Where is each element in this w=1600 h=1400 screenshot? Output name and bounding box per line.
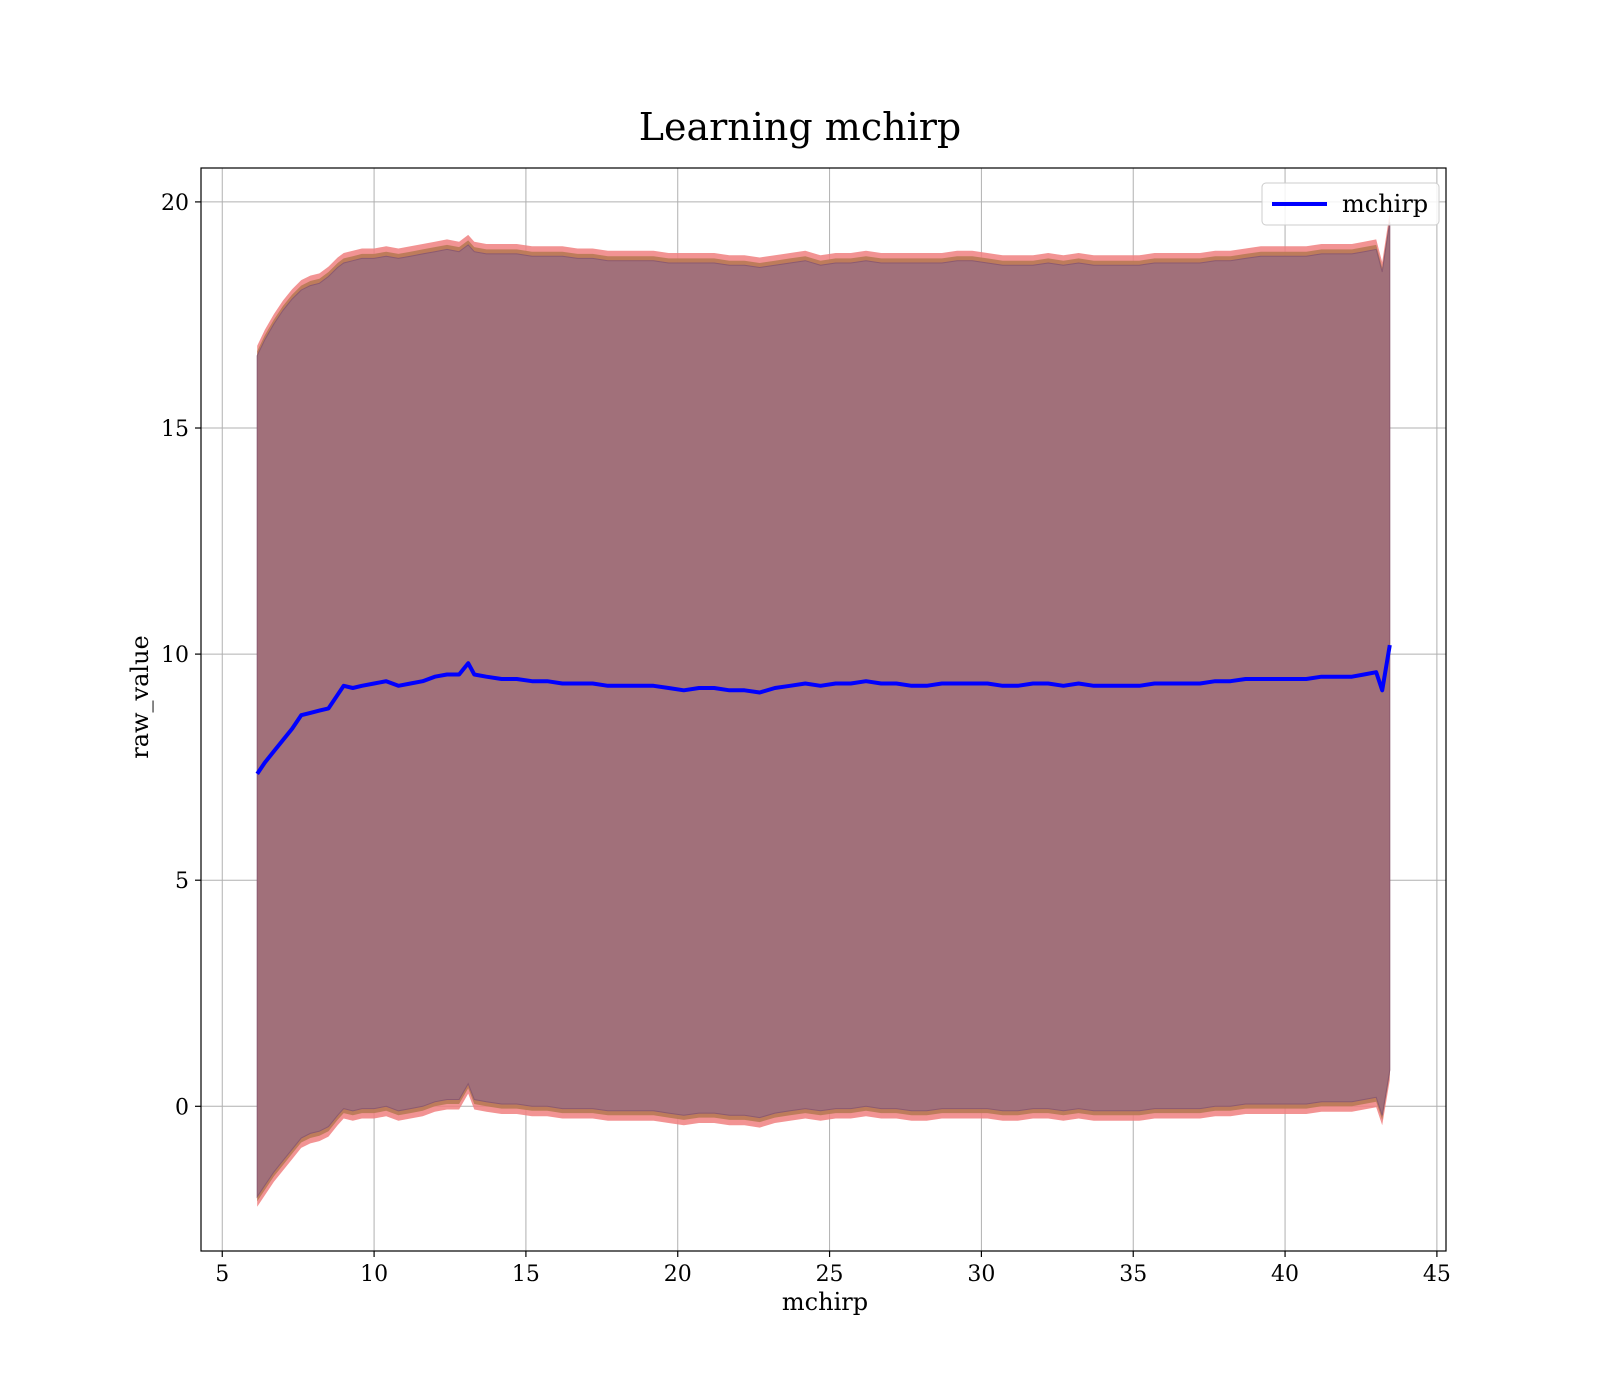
x-tick-label: 35 bbox=[1119, 1262, 1147, 1287]
x-tick-label: 45 bbox=[1423, 1262, 1451, 1287]
inner-band bbox=[256, 222, 1391, 1199]
x-tick-label: 10 bbox=[360, 1262, 388, 1287]
y-axis-ticks: 0 5 10 15 20 bbox=[161, 191, 201, 1120]
y-tick-label: 10 bbox=[161, 643, 189, 668]
plot-frame bbox=[200, 167, 1447, 1252]
series-lines bbox=[255, 644, 1392, 776]
chart-title: Learning mchirp bbox=[639, 105, 961, 149]
x-tick-label: 15 bbox=[512, 1262, 540, 1287]
x-tick-label: 40 bbox=[1271, 1262, 1299, 1287]
legend: mchirp bbox=[1261, 182, 1440, 226]
x-axis-label: mchirp bbox=[782, 1288, 868, 1316]
y-tick-label: 15 bbox=[161, 417, 189, 442]
series-line-mchirp bbox=[255, 644, 1392, 776]
legend-label: mchirp bbox=[1342, 190, 1428, 218]
y-tick-label: 5 bbox=[175, 869, 189, 894]
legend-box bbox=[1261, 182, 1440, 226]
x-tick-label: 5 bbox=[215, 1262, 229, 1287]
x-tick-label: 20 bbox=[664, 1262, 692, 1287]
y-axis-label: raw_value bbox=[126, 635, 154, 759]
x-tick-label: 30 bbox=[967, 1262, 995, 1287]
x-axis-ticks: 5 10 15 20 25 30 35 40 45 bbox=[215, 1251, 1451, 1287]
x-tick-label: 25 bbox=[816, 1262, 844, 1287]
confidence-bands bbox=[256, 212, 1391, 1207]
y-tick-label: 20 bbox=[161, 191, 189, 216]
y-tick-label: 0 bbox=[175, 1095, 189, 1120]
